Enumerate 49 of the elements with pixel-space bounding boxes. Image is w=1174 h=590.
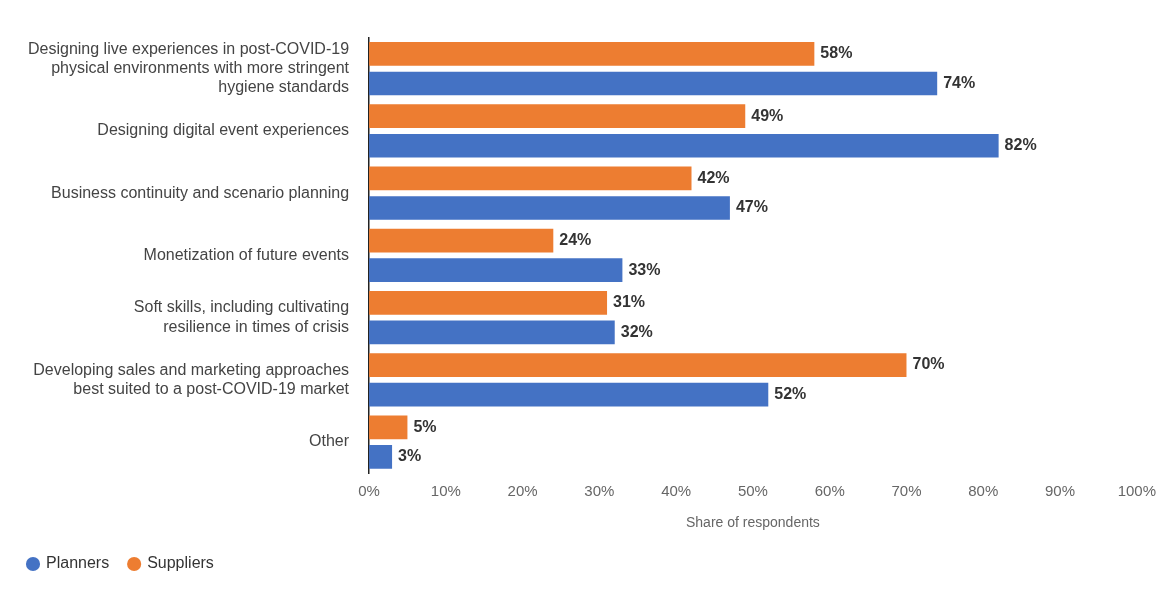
data-label: 42% <box>697 168 730 186</box>
data-label: 70% <box>912 355 945 373</box>
bar <box>369 228 554 253</box>
bar <box>369 42 815 66</box>
x-tick-label: 90% <box>1045 482 1076 500</box>
x-tick-label: 70% <box>891 482 922 500</box>
bar <box>369 196 730 220</box>
bar <box>369 71 938 96</box>
data-label: 31% <box>613 293 646 311</box>
data-label: 82% <box>1004 136 1037 154</box>
bar <box>369 291 608 315</box>
data-label: 5% <box>413 417 437 435</box>
x-tick-label: 0% <box>358 482 380 500</box>
legend-label: Planners <box>46 554 110 572</box>
y-tick-label: Other <box>309 432 350 450</box>
bar <box>369 258 623 282</box>
y-tick-label: Soft skills, including cultivating resilience in times of crisis <box>133 298 350 335</box>
data-label: 33% <box>628 260 661 278</box>
bar <box>369 415 408 440</box>
bar <box>369 445 393 469</box>
data-label: 58% <box>820 44 853 62</box>
x-axis-title: Share of respondents <box>685 514 820 531</box>
x-tick-label: 50% <box>737 482 768 500</box>
data-label: 47% <box>735 198 768 216</box>
data-label: 52% <box>774 385 807 403</box>
bar <box>369 133 999 158</box>
x-tick-label: 20% <box>507 482 538 500</box>
x-tick-label: 100% <box>1117 482 1157 500</box>
data-label: 32% <box>620 322 653 340</box>
bar <box>369 166 692 191</box>
data-label: 24% <box>559 231 592 249</box>
bar <box>369 320 615 345</box>
data-label: 74% <box>943 73 976 91</box>
data-label: 3% <box>398 447 422 465</box>
x-tick-label: 80% <box>968 482 999 500</box>
y-tick-label: Business continuity and scenario planning <box>51 183 350 201</box>
x-tick-label: 60% <box>814 482 845 500</box>
y-tick-label: Developing sales and marketing approaches best suited to a post-COVID-19 market <box>33 360 350 397</box>
x-tick-label: 30% <box>584 482 615 500</box>
data-label: 49% <box>751 106 784 124</box>
bar <box>369 353 907 377</box>
legend-label: Suppliers <box>147 554 214 572</box>
y-tick-label: Monetization of future events <box>143 245 350 263</box>
x-tick-label: 10% <box>430 482 461 500</box>
bar <box>369 382 769 407</box>
x-tick-label: 40% <box>661 482 692 500</box>
y-tick-label: Designing digital event experiences <box>97 121 350 139</box>
bar <box>369 104 746 128</box>
y-tick-label: Designing live experiences in post-COVID-19 physical environments with more stringent hygiene standards <box>27 39 350 96</box>
